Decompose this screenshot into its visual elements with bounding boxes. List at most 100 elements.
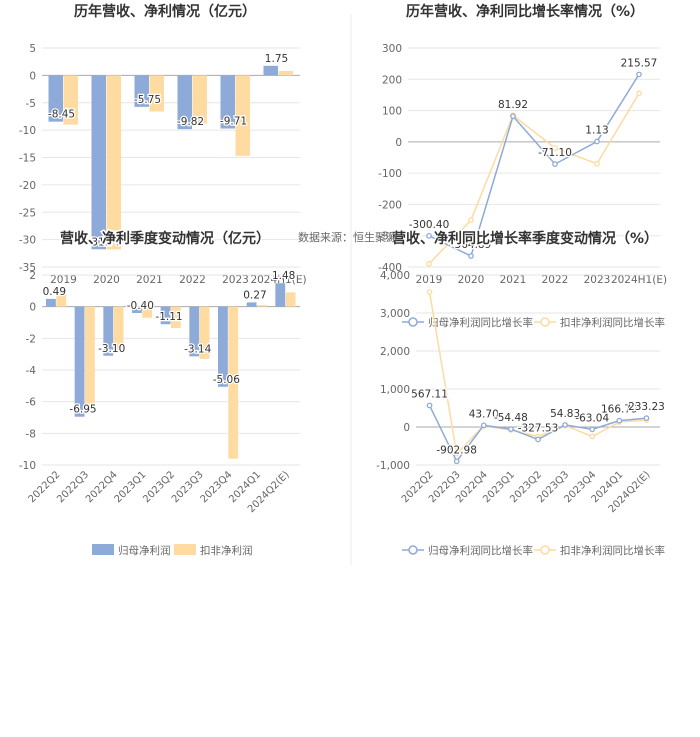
- legend-label: 归母净利润同比增长率: [428, 544, 533, 557]
- data-label: -9.82: [177, 116, 204, 128]
- legend-label: 扣非净利润: [200, 544, 253, 557]
- series-point: [616, 417, 623, 424]
- series-point: [643, 415, 650, 421]
- y-tick-label: 0: [403, 422, 410, 434]
- y-tick-label: 5: [29, 43, 36, 55]
- bar: [192, 75, 207, 124]
- bar: [113, 306, 124, 351]
- quarterly-growth-chart: -1,00001,0002,0003,0004,0002022Q22022Q32…: [376, 229, 666, 558]
- data-label: -63.04: [575, 412, 609, 424]
- series-point: [552, 161, 558, 167]
- bar: [106, 75, 121, 250]
- x-tick-label: 2023: [222, 274, 249, 286]
- legend-label: 归母净利润同比增长率: [428, 316, 533, 329]
- y-tick-label: 1,000: [380, 384, 410, 396]
- y-tick-label: -8: [26, 428, 36, 440]
- bar: [134, 75, 149, 107]
- series-point: [636, 90, 642, 97]
- data-label: -71.10: [538, 147, 572, 159]
- legend-swatch-marker: [540, 317, 550, 327]
- bar: [189, 306, 200, 357]
- y-tick-label: -4: [26, 365, 37, 377]
- y-tick-label: -300: [378, 231, 402, 243]
- bar: [91, 75, 106, 250]
- bar: [263, 65, 278, 76]
- series-point: [426, 402, 433, 409]
- bar: [160, 306, 171, 325]
- bar: [275, 283, 286, 307]
- y-tick-label: -200: [378, 199, 402, 211]
- legend-swatch: [174, 544, 196, 555]
- y-tick-label: -20: [19, 180, 36, 192]
- chart-title: 历年营收、净利同比增长率情况（%）: [406, 3, 644, 20]
- legend-swatch-marker: [408, 545, 418, 555]
- data-label: 1.75: [265, 53, 288, 65]
- y-tick-label: 100: [382, 106, 402, 118]
- series-point: [426, 232, 432, 239]
- series-point: [589, 426, 596, 433]
- series-point: [426, 289, 433, 295]
- series-point: [468, 217, 474, 223]
- bar: [85, 306, 95, 408]
- x-tick-label: 2019: [416, 274, 443, 286]
- data-label: 43.70: [469, 408, 499, 420]
- bar: [278, 70, 293, 76]
- x-tick-label: 2022: [542, 274, 569, 286]
- bar: [48, 75, 63, 122]
- y-tick-label: 2,000: [380, 346, 410, 358]
- y-tick-label: 0: [395, 137, 402, 149]
- data-label: 1.48: [272, 270, 295, 282]
- y-tick-label: -400: [378, 262, 402, 274]
- data-label: -8.45: [48, 109, 75, 121]
- y-tick-label: -15: [19, 153, 36, 165]
- legend-label: 归母净利润: [118, 544, 171, 557]
- x-tick-label: 2020: [458, 274, 485, 286]
- data-label: -300.40: [409, 219, 450, 231]
- y-tick-label: -100: [378, 168, 402, 180]
- y-tick-label: -25: [19, 207, 36, 219]
- bar: [63, 75, 78, 125]
- data-label: -6.95: [69, 404, 96, 416]
- legend-label: 扣非净利润同比增长率: [560, 316, 665, 329]
- y-tick-label: 200: [382, 74, 402, 86]
- bar: [199, 306, 210, 359]
- bar: [74, 306, 85, 417]
- x-tick-label: 2019: [50, 274, 77, 286]
- data-label: -5.75: [134, 94, 161, 106]
- bar: [142, 306, 153, 318]
- data-label: 567.11: [411, 388, 448, 400]
- series-point: [594, 160, 600, 167]
- y-tick-label: 4,000: [380, 270, 410, 282]
- series-point: [562, 422, 568, 428]
- series-point: [594, 138, 600, 145]
- data-label: 215.57: [621, 57, 658, 69]
- data-label: -0.40: [127, 300, 154, 312]
- data-label: 0.49: [43, 286, 66, 298]
- data-label: 1.13: [585, 125, 608, 137]
- bar: [220, 75, 235, 129]
- series-point: [468, 253, 474, 259]
- y-tick-label: -10: [19, 460, 36, 472]
- data-label: 81.92: [498, 99, 528, 111]
- data-label: -3.14: [184, 343, 211, 355]
- source-note: 数据来源：恒生聚源: [298, 230, 397, 244]
- bar: [177, 75, 192, 130]
- chart-title: 营收、净利同比增长率季度变动情况（%）: [392, 230, 658, 247]
- x-tick-label: 2024H1(E): [250, 274, 306, 286]
- bar: [171, 306, 181, 329]
- series-point: [636, 71, 642, 78]
- series-point: [453, 458, 460, 465]
- data-label: -54.48: [494, 412, 528, 424]
- annual-growth-chart: -400 -300 -200 -100 0 100 200 300 2019 2020 2021 20…: [378, 2, 667, 330]
- series-point: [453, 450, 460, 457]
- x-tick-label: 2020: [93, 274, 120, 286]
- series-line: [428, 74, 640, 258]
- bar: [132, 306, 142, 313]
- series-point: [480, 422, 487, 429]
- y-tick-label: -6: [26, 397, 37, 409]
- series-point: [426, 261, 432, 267]
- y-tick-label: 0: [29, 70, 36, 82]
- y-tick-label: -5: [26, 98, 36, 110]
- bar: [56, 293, 67, 307]
- bar: [257, 305, 267, 307]
